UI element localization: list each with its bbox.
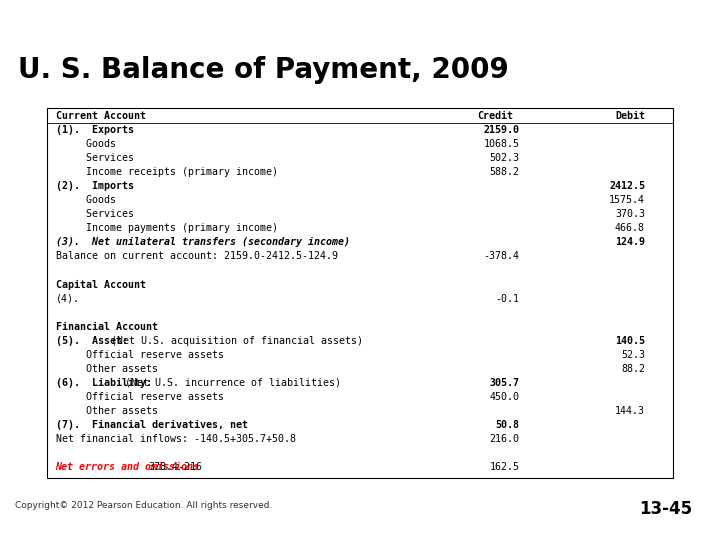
Text: Income receipts (primary income): Income receipts (primary income) bbox=[55, 167, 278, 177]
Text: (Net U.S. incurrence of liabilities): (Net U.S. incurrence of liabilities) bbox=[113, 378, 341, 388]
Text: Capital Account: Capital Account bbox=[55, 280, 145, 289]
Text: (5).  Asset:: (5). Asset: bbox=[55, 336, 127, 346]
Text: -0.1: -0.1 bbox=[496, 294, 520, 303]
Text: Official reserve assets: Official reserve assets bbox=[55, 392, 224, 402]
Text: Income payments (primary income): Income payments (primary income) bbox=[55, 223, 278, 233]
Text: Other assets: Other assets bbox=[55, 364, 158, 374]
Text: 88.2: 88.2 bbox=[621, 364, 645, 374]
Text: 216.0: 216.0 bbox=[490, 434, 520, 444]
Text: 2159.0: 2159.0 bbox=[484, 125, 520, 135]
Text: 50.8: 50.8 bbox=[496, 420, 520, 430]
Text: Balance on current account: 2159.0-2412.5-124.9: Balance on current account: 2159.0-2412.… bbox=[55, 252, 338, 261]
Text: Goods: Goods bbox=[55, 139, 116, 149]
Text: Financial Account: Financial Account bbox=[55, 322, 158, 332]
Text: 140.5: 140.5 bbox=[615, 336, 645, 346]
Text: Services: Services bbox=[55, 153, 134, 163]
Text: 450.0: 450.0 bbox=[490, 392, 520, 402]
Text: Credit: Credit bbox=[477, 111, 513, 121]
Text: (7).  Financial derivatives, net: (7). Financial derivatives, net bbox=[55, 420, 248, 430]
Text: (6).  Liability:: (6). Liability: bbox=[55, 378, 152, 388]
Text: Official reserve assets: Official reserve assets bbox=[55, 350, 224, 360]
Text: 305.7: 305.7 bbox=[490, 378, 520, 388]
Text: Net financial inflows: -140.5+305.7+50.8: Net financial inflows: -140.5+305.7+50.8 bbox=[55, 434, 296, 444]
Text: Current Account: Current Account bbox=[55, 111, 145, 121]
Text: (2).  Imports: (2). Imports bbox=[55, 181, 134, 191]
Text: Other assets: Other assets bbox=[55, 406, 158, 416]
Text: 2412.5: 2412.5 bbox=[609, 181, 645, 191]
Text: (4).: (4). bbox=[55, 294, 80, 303]
Text: 588.2: 588.2 bbox=[490, 167, 520, 177]
Text: -378.4: -378.4 bbox=[484, 252, 520, 261]
Text: Services: Services bbox=[55, 209, 134, 219]
Text: (1).  Exports: (1). Exports bbox=[55, 125, 134, 135]
Text: 124.9: 124.9 bbox=[615, 237, 645, 247]
Text: 1575.4: 1575.4 bbox=[609, 195, 645, 205]
Text: 502.3: 502.3 bbox=[490, 153, 520, 163]
Text: 144.3: 144.3 bbox=[615, 406, 645, 416]
Text: 370.3: 370.3 bbox=[615, 209, 645, 219]
Text: Copyright© 2012 Pearson Education. All rights reserved.: Copyright© 2012 Pearson Education. All r… bbox=[15, 501, 273, 510]
Text: 52.3: 52.3 bbox=[621, 350, 645, 360]
Text: Goods: Goods bbox=[55, 195, 116, 205]
Text: (Net U.S. acquisition of financial assets): (Net U.S. acquisition of financial asset… bbox=[99, 336, 363, 346]
Text: Debit: Debit bbox=[615, 111, 645, 121]
Text: 1068.5: 1068.5 bbox=[484, 139, 520, 149]
Text: 13-45: 13-45 bbox=[639, 500, 693, 518]
Text: 466.8: 466.8 bbox=[615, 223, 645, 233]
Text: 162.5: 162.5 bbox=[490, 462, 520, 472]
Text: (3).  Net unilateral transfers (secondary income): (3). Net unilateral transfers (secondary… bbox=[55, 237, 350, 247]
Text: U. S. Balance of Payment, 2009: U. S. Balance of Payment, 2009 bbox=[18, 56, 509, 84]
Text: Net errors and omissions: Net errors and omissions bbox=[55, 462, 199, 472]
Text: 378.4-216: 378.4-216 bbox=[148, 462, 202, 472]
